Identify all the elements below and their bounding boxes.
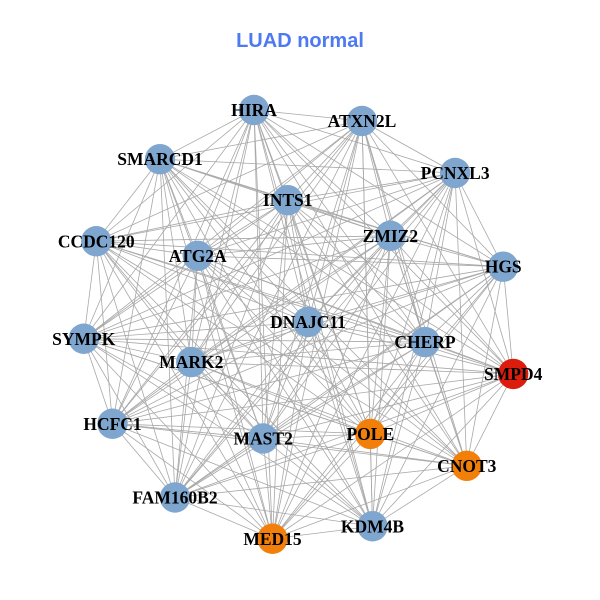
svg-text:SMARCD1: SMARCD1: [117, 149, 203, 169]
svg-text:HGS: HGS: [485, 257, 522, 277]
svg-text:HIRA: HIRA: [231, 100, 277, 120]
svg-text:MED15: MED15: [243, 529, 302, 549]
svg-text:CCDC120: CCDC120: [58, 231, 135, 251]
svg-text:SYMPK: SYMPK: [52, 329, 116, 349]
svg-text:PCNXL3: PCNXL3: [421, 163, 490, 183]
svg-text:KDM4B: KDM4B: [341, 516, 405, 536]
svg-text:DNAJC11: DNAJC11: [270, 312, 346, 332]
svg-text:HCFC1: HCFC1: [83, 414, 141, 434]
svg-text:MAST2: MAST2: [234, 429, 293, 449]
svg-text:ATG2A: ATG2A: [169, 246, 227, 266]
svg-text:ATXN2L: ATXN2L: [328, 111, 397, 131]
svg-text:CHERP: CHERP: [394, 332, 456, 352]
svg-text:POLE: POLE: [346, 424, 394, 444]
svg-text:MARK2: MARK2: [159, 352, 223, 372]
svg-text:CNOT3: CNOT3: [437, 456, 497, 476]
svg-text:INTS1: INTS1: [263, 190, 313, 210]
svg-text:ZMIZ2: ZMIZ2: [363, 226, 418, 246]
svg-text:FAM160B2: FAM160B2: [132, 488, 217, 508]
svg-text:SMPD4: SMPD4: [484, 364, 543, 384]
